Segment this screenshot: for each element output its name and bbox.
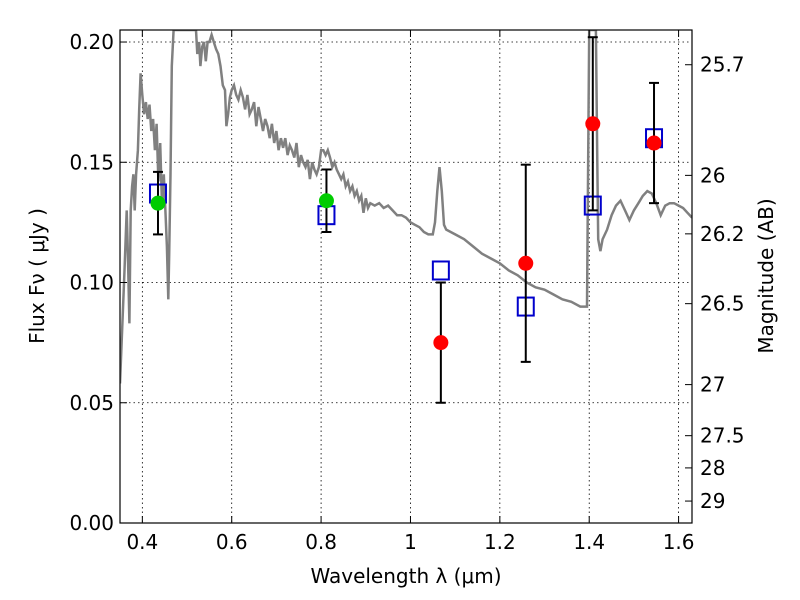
y2-tick-label: 26 — [700, 163, 725, 187]
plot-frame — [119, 29, 693, 524]
y2-axis-label: Magnitude (AB) — [754, 198, 778, 353]
x-tick-label: 1.2 — [484, 530, 516, 554]
x-axis-label: Wavelength λ (μm) — [310, 564, 501, 588]
observed-flux-point — [646, 135, 662, 151]
y-tick-label: 0.00 — [69, 511, 114, 535]
y2-tick-label: 29 — [700, 489, 725, 513]
grid — [120, 30, 692, 523]
y-tick-label: 0.15 — [69, 150, 114, 174]
plot-area — [120, 30, 692, 404]
x-tick-label: 0.6 — [216, 530, 248, 554]
x-tick-label: 1.4 — [573, 530, 605, 554]
y-tick-label: 0.20 — [69, 30, 114, 54]
observed-flux-point — [150, 195, 166, 211]
observed-flux-point — [433, 335, 449, 351]
x-tick-label: 0.8 — [305, 530, 337, 554]
template-spectrum-line — [120, 30, 692, 384]
y2-tick-label: 27.5 — [700, 424, 745, 448]
y2-tick-label: 25.7 — [700, 53, 745, 77]
observed-flux-point — [318, 193, 334, 209]
y-tick-label: 0.10 — [69, 271, 114, 295]
y-tick-label: 0.05 — [69, 391, 114, 415]
y2-tick-label: 28 — [700, 456, 725, 480]
x-tick-label: 1.6 — [663, 530, 695, 554]
y2-tick-label: 26.5 — [700, 292, 745, 316]
x-tick-label: 1 — [404, 530, 417, 554]
x-tick-label: 0.4 — [126, 530, 158, 554]
model-square-point — [431, 260, 450, 281]
y-axis-label: Flux Fν ( μJy ) — [25, 208, 49, 344]
observed-flux-point — [518, 255, 534, 271]
y2-tick-label: 27 — [700, 373, 725, 397]
observed-flux-point — [585, 116, 601, 132]
axis-ticks: 0.4 0.6 0.8 1 1.2 1.4 1.6 0.00 0.05 0.10 0.15 0.20 2… — [69, 30, 745, 554]
y2-tick-label: 26.2 — [700, 222, 745, 246]
